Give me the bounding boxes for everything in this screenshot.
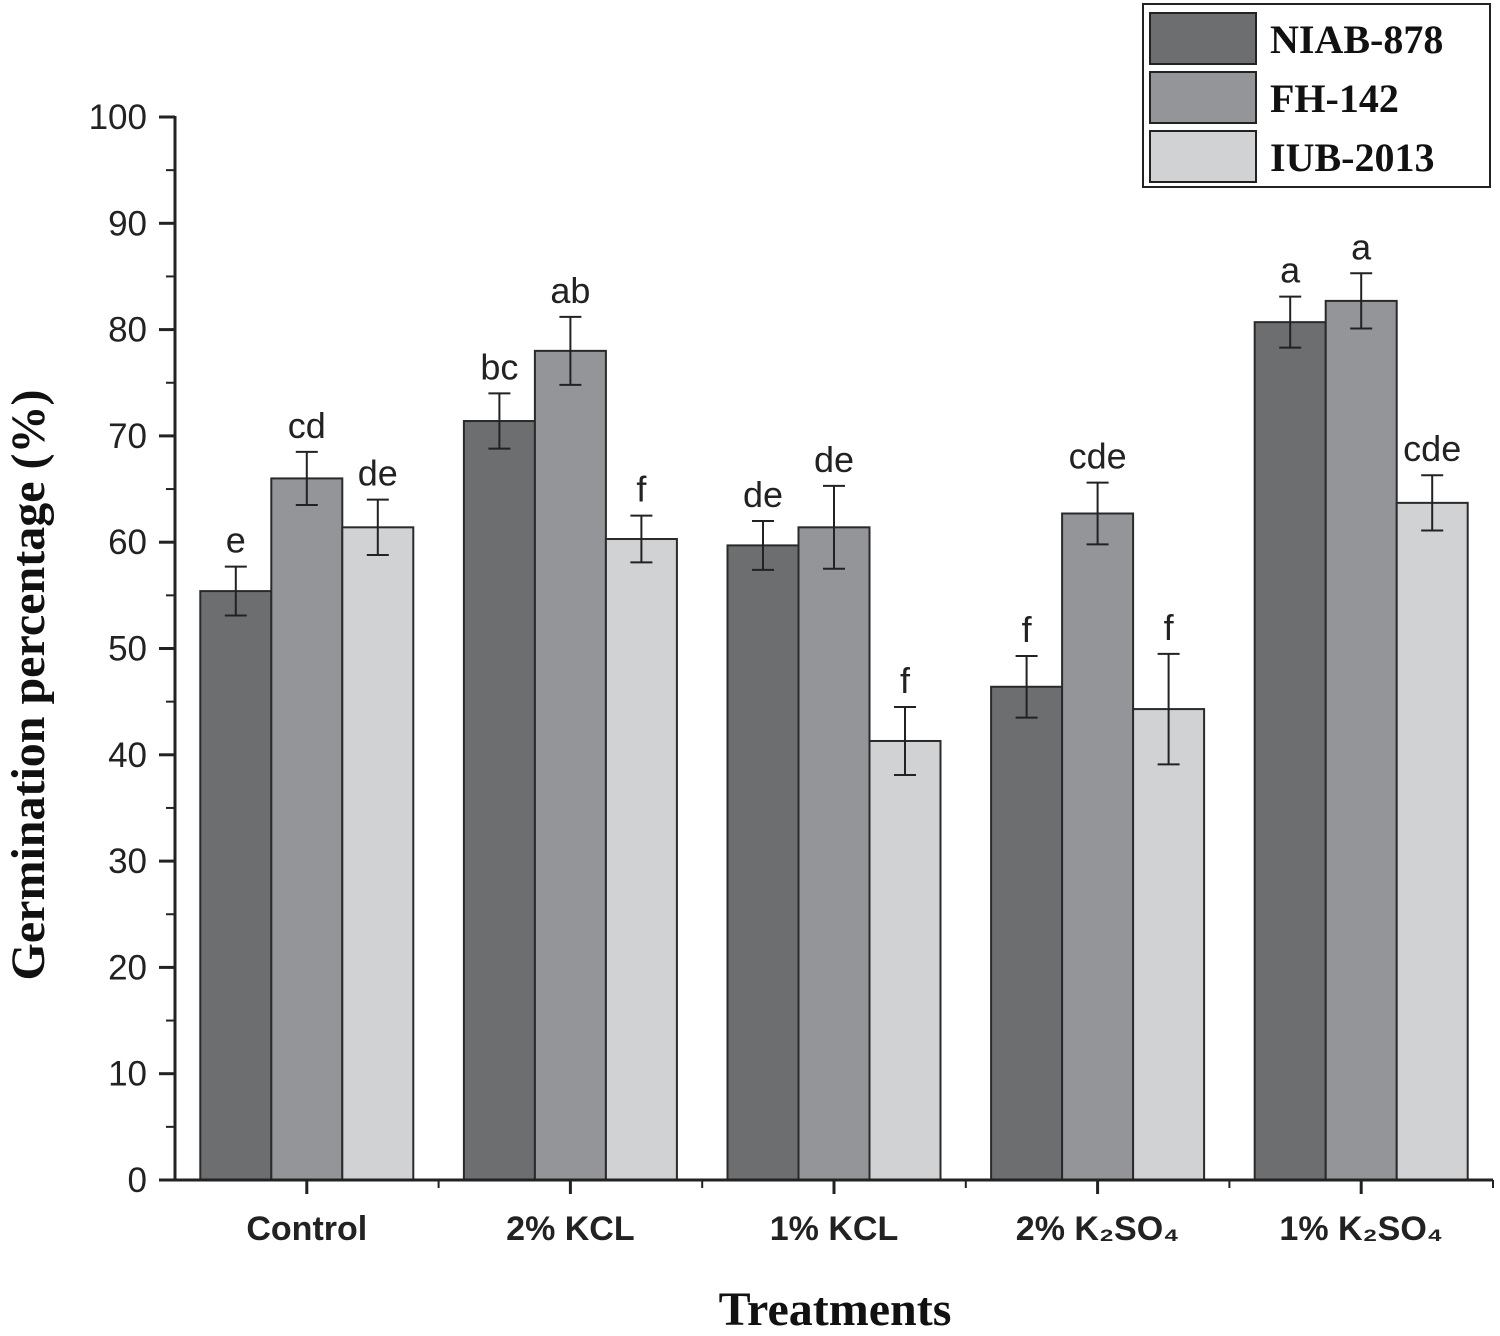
significance-label-3-0: f [1022, 609, 1033, 650]
error-bars-layer [224, 272, 1444, 776]
y-tick-label-2: 20 [108, 948, 147, 987]
bar-1-1 [533, 349, 607, 1181]
y-tick-label-3: 30 [108, 842, 147, 881]
x-tick-label-3: 2% K₂SO₄ [1016, 1210, 1180, 1248]
x-tick-label-2: 1% KCL [770, 1210, 898, 1248]
error-bar-3-0 [1015, 654, 1038, 719]
significance-label-1-0: bc [480, 346, 518, 387]
axes-layer: Control 2% KCL 1% KCL 2% K₂SO₄ 1% K₂SO₄ 0 10 20… [89, 98, 1494, 1248]
bar-4-0 [1253, 321, 1327, 1181]
significance-label-4-2: cde [1403, 428, 1461, 469]
y-tick-label-6: 60 [108, 523, 147, 562]
error-bar-0-1 [295, 450, 318, 506]
error-bar-1-1 [559, 315, 582, 386]
significance-label-0-2: de [358, 453, 398, 494]
significance-label-3-1: cde [1069, 436, 1127, 477]
x-tick-label-4: 1% K₂SO₄ [1279, 1210, 1443, 1248]
significance-label-3-2: f [1164, 607, 1175, 648]
error-bar-1-0 [488, 392, 511, 450]
legend-swatch-iub-2013 [1149, 130, 1257, 183]
legend: NIAB-878 FH-142 IUB-2013 [1142, 3, 1491, 188]
bar-2-1 [797, 526, 871, 1181]
legend-label-niab-878: NIAB-878 [1270, 17, 1443, 62]
x-tick-label-1: 2% KCL [506, 1210, 634, 1248]
x-axis-title: Treatments [719, 1283, 952, 1336]
error-bar-3-1 [1086, 481, 1109, 546]
significance-label-1-2: f [636, 469, 647, 510]
error-bar-1-2 [630, 514, 653, 564]
y-tick-label-5: 50 [108, 630, 147, 669]
bar-3-0 [990, 685, 1064, 1181]
error-bar-4-2 [1421, 474, 1444, 532]
error-bar-2-1 [823, 484, 845, 570]
y-tick-label-9: 90 [108, 204, 147, 243]
y-tick-label-10: 100 [89, 98, 147, 137]
y-tick-label-8: 80 [108, 311, 147, 350]
y-tick-label-4: 40 [108, 736, 147, 775]
error-bar-3-2 [1157, 652, 1180, 766]
bar-3-1 [1061, 512, 1135, 1181]
legend-label-iub-2013: IUB-2013 [1270, 135, 1434, 180]
error-bar-4-1 [1350, 272, 1373, 330]
bar-1-2 [604, 538, 678, 1181]
bar-4-1 [1324, 299, 1398, 1181]
legend-swatch-fh-142 [1149, 71, 1257, 124]
y-tick-label-7: 70 [108, 417, 147, 456]
significance-label-1-1: ab [550, 270, 590, 311]
bar-4-2 [1395, 501, 1469, 1181]
bar-0-0 [199, 590, 273, 1181]
error-bar-0-0 [224, 565, 247, 617]
significance-label-2-0: de [743, 474, 783, 515]
bar-2-0 [726, 544, 800, 1181]
y-tick-label-0: 0 [128, 1161, 147, 1200]
significance-label-2-2: f [900, 660, 911, 701]
error-bar-2-2 [894, 705, 916, 776]
bars-layer [199, 299, 1469, 1182]
bar-2-2 [868, 739, 942, 1182]
bar-0-2 [341, 526, 415, 1181]
significance-label-2-1: de [814, 439, 854, 480]
x-tick-label-0: Control [246, 1210, 367, 1248]
significance-label-0-1: cd [288, 405, 326, 446]
significance-label-4-1: a [1351, 226, 1372, 267]
significance-label-0-0: e [226, 520, 246, 561]
y-axis-title: Germination percentage (%) [2, 390, 55, 981]
error-bar-2-0 [752, 519, 774, 571]
error-bar-4-0 [1279, 295, 1302, 349]
y-tick-label-1: 10 [108, 1055, 147, 1094]
bar-1-0 [462, 420, 536, 1181]
bar-0-1 [270, 477, 344, 1182]
legend-swatch-niab-878 [1149, 12, 1257, 65]
error-bar-0-2 [366, 498, 389, 556]
bar-3-2 [1132, 708, 1206, 1181]
significance-label-4-0: a [1280, 250, 1301, 291]
legend-label-fh-142: FH-142 [1270, 76, 1399, 121]
